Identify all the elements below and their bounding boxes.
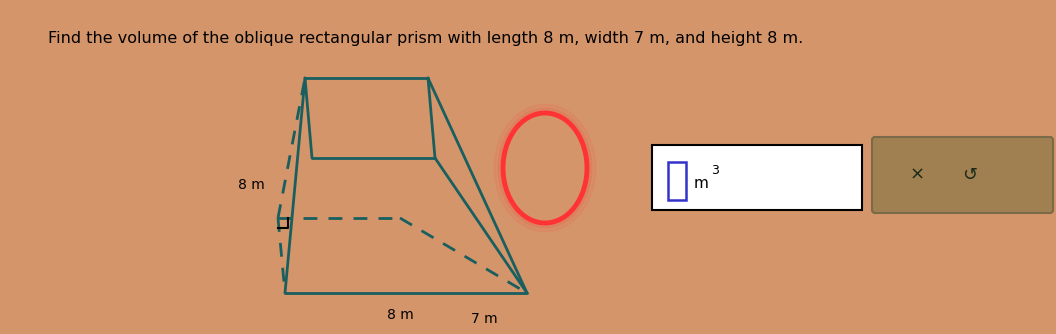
Bar	[652, 145, 862, 210]
Text: m: m	[694, 175, 709, 190]
Text: ×: ×	[909, 166, 925, 184]
Text: Find the volume of the oblique rectangular prism with length 8 m, width 7 m, and: Find the volume of the oblique rectangul…	[48, 30, 804, 45]
Text: 8 m: 8 m	[386, 308, 413, 322]
Text: 3: 3	[711, 165, 719, 177]
Text: 7 m: 7 m	[471, 312, 497, 326]
Text: 8 m: 8 m	[239, 178, 265, 192]
Text: ↺: ↺	[962, 166, 978, 184]
FancyBboxPatch shape	[872, 137, 1053, 213]
Bar	[668, 162, 686, 200]
